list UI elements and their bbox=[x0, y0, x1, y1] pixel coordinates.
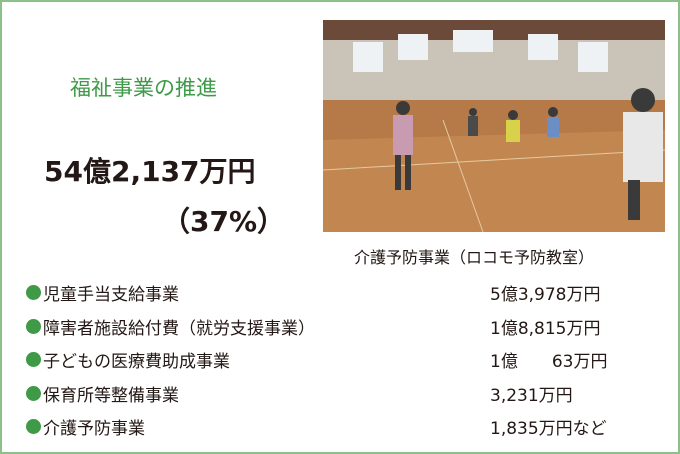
bullet bbox=[26, 352, 41, 367]
item-name: 児童手当支給事業 bbox=[43, 285, 179, 305]
bullet bbox=[26, 318, 41, 334]
photo-caption: 介護予防事業（ロコモ予防教室） bbox=[354, 248, 595, 267]
item-row: 介護予防事業 1,835万円など bbox=[20, 413, 670, 443]
total-amount: 54億2,137万円 bbox=[44, 155, 256, 188]
item-name: 障害者施設給付費（就労支援事業） bbox=[43, 318, 315, 339]
bullet bbox=[26, 419, 41, 434]
item-amount: 1,835万円など bbox=[490, 419, 607, 439]
bullet bbox=[26, 285, 41, 300]
item-amount: 1億 63万円 bbox=[490, 352, 608, 372]
item-amount: 5億3,978万円 bbox=[490, 285, 601, 305]
section-title: 福祉事業の推進 bbox=[70, 76, 217, 100]
item-row: 保育所等整備事業 3,231万円 bbox=[20, 380, 670, 410]
item-row: 子どもの医療費助成事業 1億 63万円 bbox=[20, 346, 670, 376]
photo bbox=[323, 20, 665, 232]
share: （37%） bbox=[162, 205, 286, 238]
item-name: 保育所等整備事業 bbox=[43, 385, 179, 406]
item-name: 子どもの医療費助成事業 bbox=[43, 352, 230, 372]
item-row: 児童手当支給事業 5億3,978万円 bbox=[20, 279, 670, 309]
item-amount: 3,231万円 bbox=[490, 385, 573, 406]
item-name: 介護予防事業 bbox=[43, 419, 145, 439]
item-amount: 1億8,815万円 bbox=[490, 318, 601, 339]
bullet bbox=[26, 385, 41, 401]
item-row: 障害者施設給付費（就労支援事業） 1億8,815万円 bbox=[20, 313, 670, 343]
